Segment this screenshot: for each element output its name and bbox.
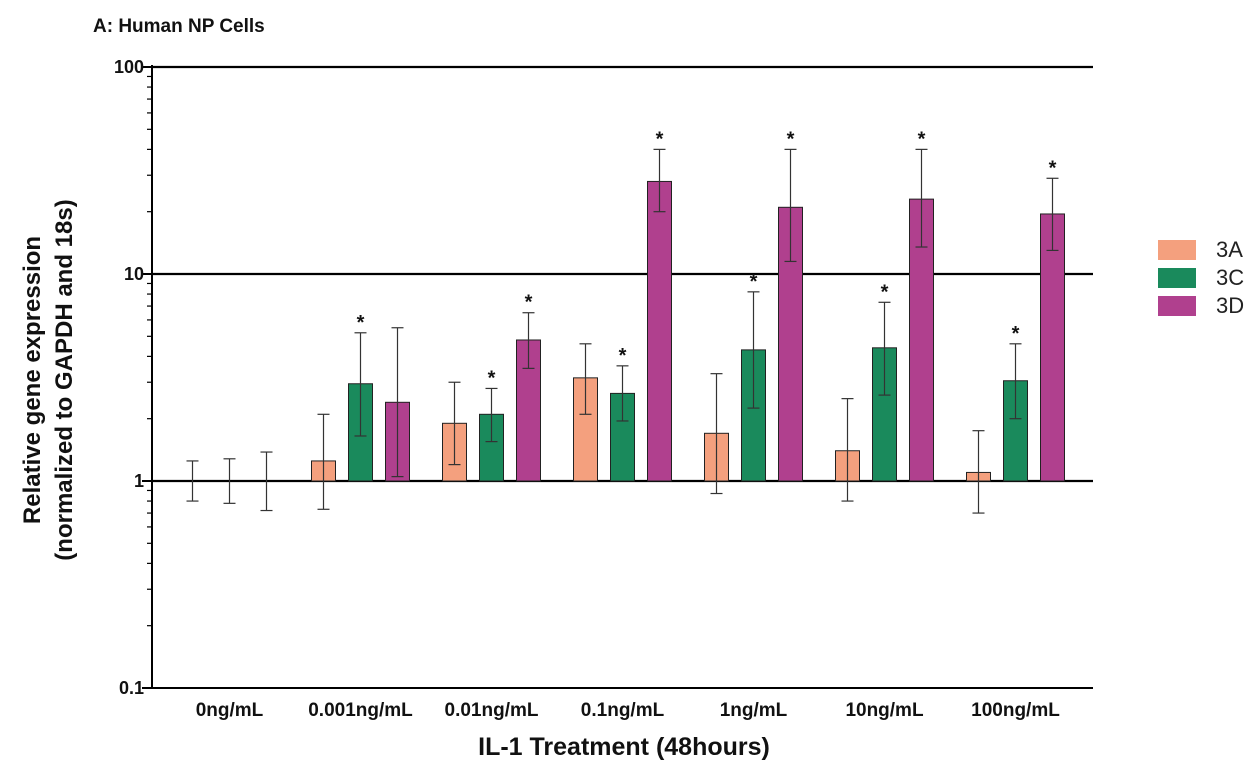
error-bars-layer (186, 148, 1059, 514)
x-tick-label: 0.1ng/mL (581, 700, 665, 721)
bar-3d-6 (1040, 213, 1065, 482)
x-tick-label: 100ng/mL (971, 700, 1060, 721)
significance-star: * (787, 128, 795, 150)
bars-layer (311, 180, 1065, 482)
significance-star: * (750, 271, 758, 293)
x-tick-label: 0ng/mL (196, 700, 264, 721)
legend-swatch-3d (1158, 296, 1196, 316)
legend-label-3c: 3C (1216, 265, 1244, 290)
y-tick-label: 1 (134, 471, 144, 491)
x-tick-label: 10ng/mL (845, 700, 924, 721)
significance-star: * (1012, 323, 1020, 345)
y-tick-label: 10 (124, 264, 144, 284)
legend: 3A 3C 3D (1158, 237, 1244, 318)
y-tick-label: 0.1 (119, 678, 144, 698)
y-axis-title-line1: Relative gene expression (19, 236, 46, 524)
axes (151, 65, 1093, 689)
x-axis-category-labels: 0ng/mL 0.001ng/mL 0.01ng/mL 0.1ng/mL 1ng/mL 1… (196, 700, 1061, 721)
y-tick-label: 100 (114, 57, 144, 77)
significance-star: * (619, 345, 627, 367)
significance-star: * (881, 281, 889, 303)
bar-3d-3 (647, 180, 672, 482)
legend-swatch-3a (1158, 240, 1196, 260)
significance-layer: * * * * * * * * * * * (357, 128, 1057, 389)
significance-star: * (357, 312, 365, 334)
chart-title: A: Human NP Cells (93, 16, 265, 37)
x-tick-label: 0.01ng/mL (445, 700, 539, 721)
legend-label-3a: 3A (1216, 237, 1243, 262)
significance-star: * (656, 128, 664, 150)
significance-star: * (488, 367, 496, 389)
x-tick-label: 1ng/mL (720, 700, 788, 721)
y-axis-ticks: 0.1 1 10 100 (114, 57, 152, 698)
legend-swatch-3c (1158, 268, 1196, 288)
significance-star: * (1049, 157, 1057, 179)
significance-star: * (525, 292, 533, 314)
y-axis-title-line2: (normalized to GAPDH and 18s) (51, 199, 78, 560)
x-axis-title: IL-1 Treatment (48hours) (478, 733, 770, 761)
legend-label-3d: 3D (1216, 293, 1244, 318)
significance-star: * (918, 128, 926, 150)
x-tick-label: 0.001ng/mL (308, 700, 413, 721)
